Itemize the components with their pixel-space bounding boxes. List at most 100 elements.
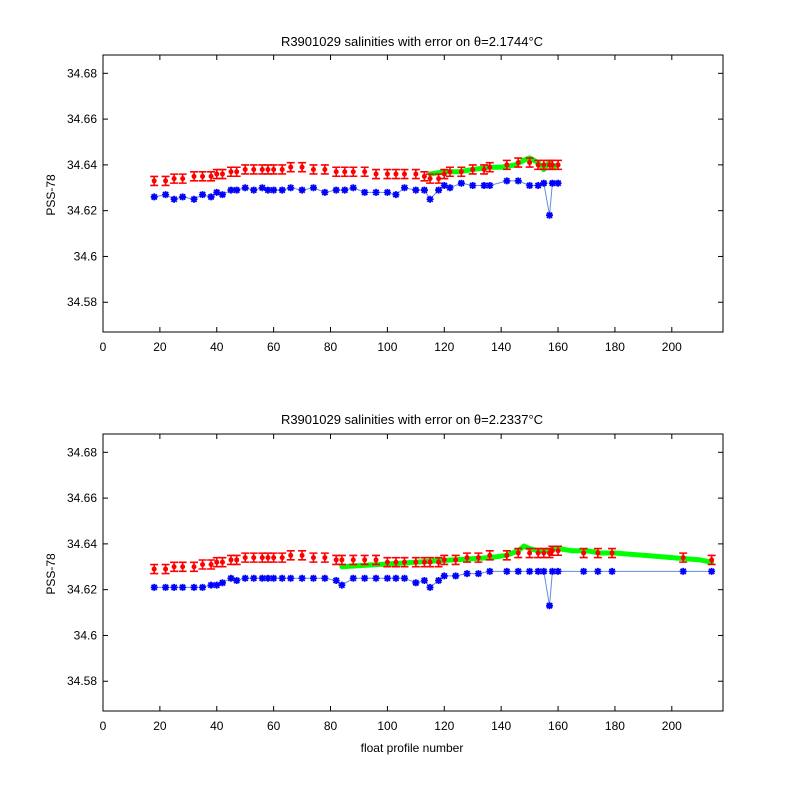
- top-mapped-point: [504, 162, 510, 168]
- top-float-point: [480, 181, 488, 189]
- bottom-mapped-errorbar: [593, 547, 602, 559]
- top-plot-frame: [102, 54, 724, 333]
- x-axis-label: float profile number: [361, 741, 464, 755]
- bottom-mapped-errorbar: [372, 554, 381, 566]
- bottom-mapped-errorbar: [360, 554, 369, 566]
- bottom-float-point: [580, 567, 588, 575]
- bottom-mapped-errorbar: [218, 556, 227, 568]
- bottom-float-point: [534, 567, 542, 575]
- bottom-y-tick-label: 34.64: [67, 537, 97, 551]
- bottom-y-tick-label: 34.62: [67, 583, 97, 597]
- bottom-fit-point: [339, 564, 345, 570]
- bottom-mapped-point: [214, 559, 220, 565]
- top-mapped-point: [373, 171, 379, 177]
- top-float-point: [341, 186, 349, 194]
- top-mapped-point: [191, 173, 197, 179]
- top-mapped-errorbar: [298, 161, 307, 173]
- bottom-mapped-errorbar: [707, 554, 716, 566]
- bottom-mapped-errorbar: [349, 554, 358, 566]
- bottom-mapped-errorbar: [269, 552, 278, 563]
- bottom-mapped-point: [487, 552, 493, 558]
- top-x-tick-label: 100: [377, 340, 397, 354]
- bottom-mapped-errorbar: [485, 550, 494, 561]
- top-mapped-errorbar: [383, 168, 392, 180]
- bottom-y-tick-label: 34.66: [67, 491, 97, 505]
- bottom-float-point: [392, 574, 400, 582]
- bottom-mapped-point: [299, 552, 305, 558]
- bottom-y-axis-label: PSS-78: [44, 553, 58, 595]
- top-mapped-point: [288, 164, 294, 170]
- bottom-float-point: [338, 581, 346, 589]
- bottom-float-point: [452, 572, 460, 580]
- top-mapped-errorbar: [190, 171, 199, 182]
- top-fit-point: [521, 157, 527, 163]
- top-mapped-point: [180, 176, 186, 182]
- bottom-x-tick-label: 40: [210, 719, 224, 733]
- bottom-mapped-point: [259, 555, 265, 561]
- bottom-float-point: [170, 583, 178, 591]
- top-mapped-point: [458, 169, 464, 175]
- top-mapped-errorbar: [150, 175, 159, 187]
- bottom-float-point: [679, 567, 687, 575]
- bottom-float-point: [412, 579, 420, 587]
- bottom-mapped-errorbar: [514, 547, 523, 559]
- bottom-float-point: [199, 583, 207, 591]
- bottom-float-point: [270, 574, 278, 582]
- top-mapped-errorbar: [178, 173, 187, 184]
- bottom-float-point: [258, 574, 266, 582]
- top-float-point: [426, 195, 434, 203]
- bottom-mapped-point: [421, 559, 427, 565]
- top-mapped-point: [214, 171, 220, 177]
- bottom-float-point: [708, 567, 716, 575]
- bottom-mapped-point: [549, 548, 555, 554]
- top-float-point: [270, 186, 278, 194]
- bottom-mapped-point: [180, 564, 186, 570]
- top-mapped-errorbar: [426, 173, 435, 184]
- top-mapped-point: [481, 166, 487, 172]
- bottom-mapped-point: [265, 555, 271, 561]
- top-mapped-errorbar: [372, 168, 381, 180]
- bottom-float-point: [233, 577, 241, 585]
- top-float-point: [486, 181, 494, 189]
- top-float-point: [241, 184, 249, 192]
- top-mapped-point: [200, 173, 206, 179]
- top-float-point: [213, 188, 221, 196]
- top-mapped-errorbar: [207, 171, 216, 182]
- top-mapped-point: [234, 169, 240, 175]
- bottom-mapped-errorbar: [400, 556, 409, 568]
- bottom-float-point: [435, 577, 443, 585]
- top-float-point: [554, 179, 562, 187]
- bottom-float-point: [594, 567, 602, 575]
- top-x-tick-label: 0: [100, 340, 107, 354]
- top-mapped-point: [251, 166, 257, 172]
- bottom-mapped-errorbar: [161, 563, 170, 575]
- top-y-tick-label: 34.6: [74, 249, 98, 263]
- bottom-mapped-errorbar: [170, 561, 179, 573]
- top-float-point: [170, 195, 178, 203]
- bottom-fit-point: [669, 555, 675, 561]
- bottom-mapped-errorbar: [426, 556, 435, 568]
- top-float-point: [548, 179, 556, 187]
- top-float-point: [349, 184, 357, 192]
- bottom-float-point: [264, 574, 272, 582]
- bottom-float-point: [332, 577, 340, 585]
- top-mapped-errorbar: [434, 173, 443, 184]
- top-x-tick-label: 20: [153, 340, 167, 354]
- top-mapped-errorbar: [525, 157, 534, 168]
- bottom-mapped-point: [163, 566, 169, 572]
- bottom-float-point: [361, 574, 369, 582]
- bottom-mapped-errorbar: [391, 556, 400, 568]
- top-mapped-errorbar: [212, 168, 221, 180]
- top-mapped-point: [421, 173, 427, 179]
- bottom-mapped-point: [200, 561, 206, 567]
- bottom-float-point: [298, 574, 306, 582]
- bottom-mapped-errorbar: [337, 554, 346, 566]
- top-mapped-point: [299, 164, 305, 170]
- bottom-y-tick-label: 34.58: [67, 674, 97, 688]
- bottom-mapped-point: [541, 550, 547, 556]
- top-mapped-point: [350, 169, 356, 175]
- bottom-float-point: [218, 579, 226, 587]
- bottom-float-point: [548, 567, 556, 575]
- bottom-float-point: [162, 583, 170, 591]
- top-mapped-errorbar: [269, 164, 278, 175]
